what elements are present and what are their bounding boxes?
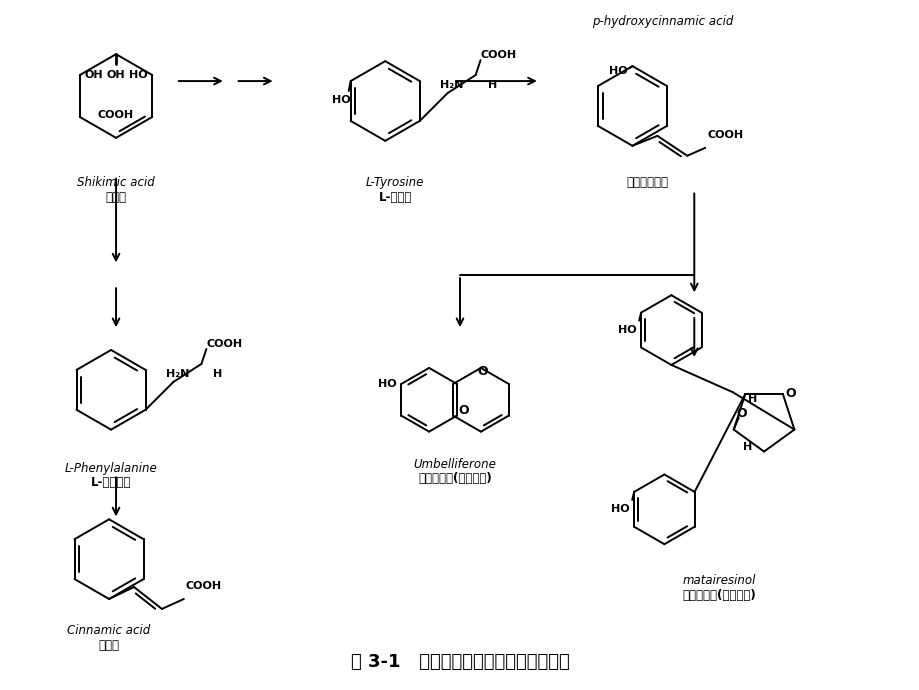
Text: O: O [477,366,488,378]
Text: 莽草酸: 莽草酸 [106,190,127,204]
Text: H: H [487,80,496,90]
Text: COOH: COOH [97,110,134,120]
Text: HO: HO [610,504,629,514]
Text: L-Tyrosine: L-Tyrosine [366,176,424,188]
Text: COOH: COOH [206,339,243,349]
Text: COOH: COOH [186,581,221,591]
Text: O: O [458,404,469,417]
Text: 对羟基桂皮酸: 对羟基桂皮酸 [626,176,668,188]
Text: OH: OH [85,70,103,80]
Text: OH: OH [107,70,125,80]
Text: 伞形花内酯(香豆素类): 伞形花内酯(香豆素类) [418,473,492,486]
Text: HO: HO [608,66,627,76]
Text: COOH: COOH [707,130,743,140]
Text: p-hydroxycinnamic acid: p-hydroxycinnamic acid [591,15,732,28]
Text: 罗汉松脂素(木脂素类): 罗汉松脂素(木脂素类) [682,589,755,602]
Text: HO: HO [378,379,396,389]
Text: 桂皮酸: 桂皮酸 [98,639,119,652]
Text: H: H [747,394,756,404]
Text: matairesinol: matairesinol [682,574,755,587]
Text: H₂N: H₂N [440,80,463,90]
Text: H: H [742,442,752,451]
Text: 图 3-1   苯丙素类化合物的生物合成途径: 图 3-1 苯丙素类化合物的生物合成途径 [350,653,569,671]
Text: H: H [213,369,222,379]
Text: O: O [785,387,796,400]
Text: O: O [736,406,746,420]
Text: L-酪氨酸: L-酪氨酸 [378,190,412,204]
Text: Shikimic acid: Shikimic acid [77,176,154,188]
Text: HO: HO [332,95,350,105]
Text: H₂N: H₂N [166,369,189,379]
Text: Cinnamic acid: Cinnamic acid [67,624,151,637]
Text: HO: HO [129,70,147,80]
Text: L-苯丙氨酸: L-苯丙氨酸 [91,477,131,489]
Text: L-Phenylalanine: L-Phenylalanine [64,462,157,475]
Text: HO: HO [617,324,635,335]
Text: COOH: COOH [480,50,516,60]
Text: Umbelliferone: Umbelliferone [414,457,496,471]
